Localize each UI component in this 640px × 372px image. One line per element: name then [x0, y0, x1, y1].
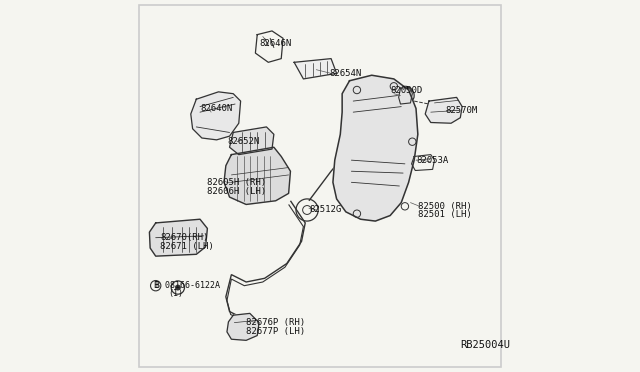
Text: 82512G: 82512G [309, 205, 341, 215]
Polygon shape [227, 313, 259, 340]
Text: B 08166-6122A: B 08166-6122A [155, 281, 220, 290]
Polygon shape [191, 92, 241, 140]
Polygon shape [333, 75, 418, 221]
Text: 82053A: 82053A [416, 155, 448, 165]
Text: 82646N: 82646N [259, 39, 291, 48]
Text: 82652N: 82652N [228, 137, 260, 146]
Text: 82671 (LH): 82671 (LH) [161, 242, 214, 251]
Circle shape [401, 92, 408, 99]
Polygon shape [224, 147, 291, 205]
Text: (1): (1) [168, 289, 184, 298]
Text: 82050D: 82050D [390, 86, 422, 94]
Text: 82676P (RH): 82676P (RH) [246, 318, 305, 327]
Text: 82654N: 82654N [329, 69, 362, 78]
Polygon shape [149, 219, 207, 256]
FancyBboxPatch shape [139, 5, 501, 367]
Text: 82501 (LH): 82501 (LH) [418, 210, 472, 219]
Circle shape [175, 285, 180, 290]
Polygon shape [294, 59, 337, 79]
Text: 82670(RH): 82670(RH) [161, 233, 209, 242]
Text: 82605H (RH): 82605H (RH) [207, 178, 266, 187]
Text: RB25004U: RB25004U [460, 340, 510, 350]
Text: 82570M: 82570M [445, 106, 478, 115]
Text: 82640N: 82640N [200, 104, 232, 113]
Text: B: B [153, 281, 158, 290]
Text: 82677P (LH): 82677P (LH) [246, 327, 305, 336]
Text: 82606H (LH): 82606H (LH) [207, 187, 266, 196]
Polygon shape [425, 97, 462, 123]
Polygon shape [230, 127, 274, 155]
Text: 82500 (RH): 82500 (RH) [418, 202, 472, 211]
